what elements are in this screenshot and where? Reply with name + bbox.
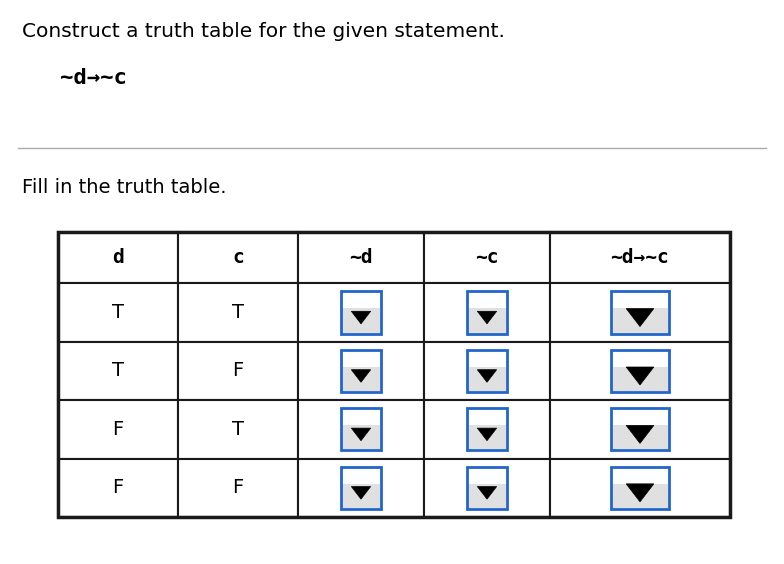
- Text: T: T: [112, 362, 124, 381]
- Bar: [612, 425, 668, 450]
- Bar: [612, 408, 669, 451]
- Bar: [612, 367, 668, 391]
- Polygon shape: [351, 369, 371, 382]
- Bar: [178, 400, 298, 459]
- Bar: [550, 232, 730, 283]
- Text: F: F: [232, 478, 244, 497]
- Bar: [341, 408, 381, 451]
- Bar: [612, 467, 669, 509]
- Bar: [342, 425, 380, 450]
- Bar: [466, 408, 507, 451]
- Bar: [58, 342, 178, 400]
- Polygon shape: [351, 428, 371, 440]
- Bar: [466, 467, 507, 509]
- Bar: [341, 408, 381, 451]
- Bar: [466, 350, 507, 392]
- Polygon shape: [626, 484, 654, 502]
- Bar: [341, 467, 381, 509]
- Bar: [612, 292, 669, 333]
- Text: ~d: ~d: [349, 248, 372, 267]
- Polygon shape: [626, 425, 654, 443]
- Bar: [550, 283, 730, 342]
- Text: ~d→~c: ~d→~c: [611, 248, 670, 267]
- Bar: [298, 459, 424, 517]
- Text: F: F: [112, 420, 124, 439]
- Bar: [424, 232, 550, 283]
- Bar: [468, 425, 506, 450]
- Text: T: T: [232, 303, 244, 322]
- Polygon shape: [477, 428, 497, 440]
- Polygon shape: [351, 311, 371, 324]
- Bar: [612, 408, 669, 451]
- Polygon shape: [477, 369, 497, 382]
- Polygon shape: [626, 309, 654, 327]
- Bar: [424, 342, 550, 400]
- Text: T: T: [112, 303, 124, 322]
- Bar: [466, 292, 507, 333]
- Bar: [468, 367, 506, 391]
- Bar: [341, 350, 381, 392]
- Text: c: c: [232, 248, 244, 267]
- Text: T: T: [232, 420, 244, 439]
- Bar: [341, 292, 381, 333]
- Bar: [466, 350, 507, 392]
- Bar: [298, 283, 424, 342]
- Bar: [612, 309, 668, 333]
- Text: Fill in the truth table.: Fill in the truth table.: [22, 178, 227, 197]
- Bar: [466, 292, 507, 333]
- Text: ~d→~c: ~d→~c: [60, 68, 127, 88]
- Bar: [298, 400, 424, 459]
- Bar: [58, 232, 730, 517]
- Bar: [466, 408, 507, 451]
- Bar: [612, 483, 668, 508]
- Bar: [341, 467, 381, 509]
- Bar: [550, 459, 730, 517]
- Bar: [612, 292, 669, 333]
- Bar: [341, 292, 381, 333]
- Text: F: F: [232, 362, 244, 381]
- Bar: [58, 459, 178, 517]
- Polygon shape: [626, 367, 654, 385]
- Polygon shape: [351, 487, 371, 499]
- Bar: [298, 232, 424, 283]
- Polygon shape: [477, 311, 497, 324]
- Bar: [178, 459, 298, 517]
- Bar: [468, 483, 506, 508]
- Text: F: F: [112, 478, 124, 497]
- Bar: [468, 309, 506, 333]
- Bar: [58, 400, 178, 459]
- Bar: [58, 283, 178, 342]
- Polygon shape: [477, 487, 497, 499]
- Bar: [424, 459, 550, 517]
- Bar: [424, 283, 550, 342]
- Bar: [612, 350, 669, 392]
- Bar: [424, 400, 550, 459]
- Bar: [178, 232, 298, 283]
- Bar: [550, 342, 730, 400]
- Text: Construct a truth table for the given statement.: Construct a truth table for the given st…: [22, 22, 505, 41]
- Bar: [342, 309, 380, 333]
- Bar: [466, 467, 507, 509]
- Bar: [612, 467, 669, 509]
- Text: d: d: [112, 248, 124, 267]
- Bar: [58, 232, 178, 283]
- Bar: [178, 342, 298, 400]
- Bar: [550, 400, 730, 459]
- Bar: [612, 350, 669, 392]
- Bar: [341, 350, 381, 392]
- Bar: [178, 283, 298, 342]
- Text: ~c: ~c: [475, 248, 499, 267]
- Bar: [298, 342, 424, 400]
- Bar: [342, 483, 380, 508]
- Bar: [342, 367, 380, 391]
